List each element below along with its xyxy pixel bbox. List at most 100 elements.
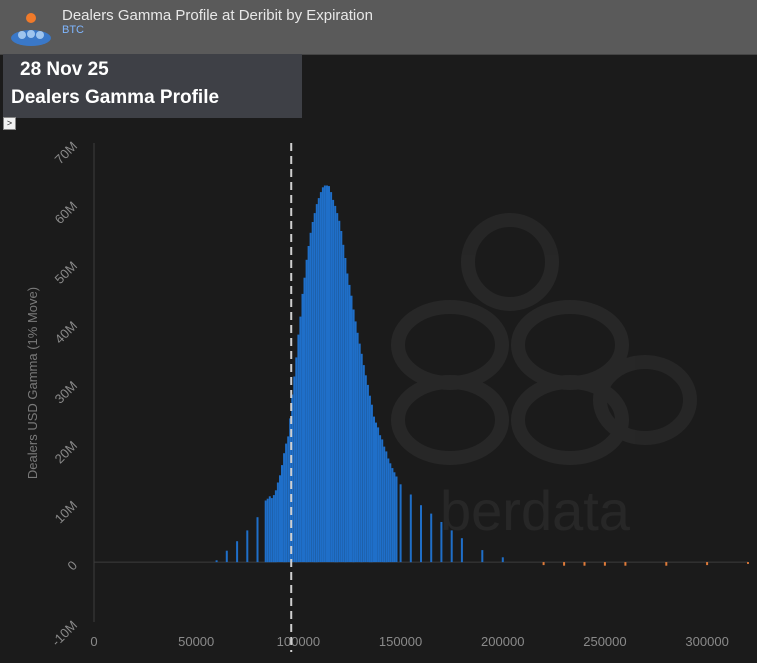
x-axis-ticks: 0 50000 100000 150000 200000 250000 300000 bbox=[90, 634, 728, 649]
gamma-bar bbox=[285, 443, 288, 563]
gamma-bar bbox=[268, 496, 271, 563]
x-tick-label: 300000 bbox=[685, 634, 728, 649]
gamma-bar bbox=[391, 468, 394, 563]
y-tick-label: 40M bbox=[52, 318, 80, 346]
profile-label: Dealers Gamma Profile bbox=[11, 87, 220, 108]
gamma-bar bbox=[420, 505, 422, 563]
gamma-bar bbox=[330, 192, 333, 563]
gamma-bar bbox=[358, 343, 361, 563]
gamma-bar bbox=[362, 365, 365, 563]
gamma-bar bbox=[321, 187, 324, 563]
gamma-bar bbox=[450, 530, 453, 563]
gamma-bar bbox=[430, 513, 433, 563]
gamma-bar bbox=[501, 557, 504, 563]
gamma-bar bbox=[266, 498, 269, 563]
gamma-bar bbox=[356, 332, 359, 563]
gamma-bar bbox=[379, 435, 382, 563]
gamma-bar bbox=[295, 357, 298, 563]
expiration-date: 28 Nov 25 bbox=[20, 59, 109, 80]
page-title: Dealers Gamma Profile at Deribit by Expi… bbox=[62, 7, 373, 24]
logo-icon bbox=[11, 13, 51, 46]
watermark-text: berdata bbox=[440, 479, 631, 542]
gamma-bar bbox=[409, 494, 412, 563]
gamma-bar bbox=[377, 427, 380, 563]
gamma-bar bbox=[381, 439, 384, 563]
expand-toggle-button[interactable]: > bbox=[3, 117, 16, 130]
gamma-bar bbox=[360, 353, 363, 563]
gamma-bar bbox=[583, 562, 586, 566]
x-tick-label: 100000 bbox=[277, 634, 320, 649]
gamma-bar bbox=[225, 550, 228, 563]
y-tick-label: 10M bbox=[52, 498, 80, 526]
gamma-bar bbox=[460, 538, 463, 563]
gamma-bar bbox=[383, 446, 386, 563]
gamma-bar bbox=[368, 395, 371, 563]
gamma-bar bbox=[313, 213, 316, 563]
gamma-bar bbox=[309, 232, 312, 563]
gamma-bar bbox=[287, 436, 290, 563]
y-tick-label: 50M bbox=[52, 258, 80, 286]
gamma-bar bbox=[706, 562, 709, 566]
gamma-bar bbox=[236, 541, 239, 563]
grid bbox=[93, 143, 748, 622]
y-tick-label: 30M bbox=[52, 378, 80, 406]
gamma-bar bbox=[332, 199, 335, 563]
gamma-bar bbox=[274, 490, 277, 563]
gamma-bar bbox=[440, 522, 443, 563]
y-tick-label: -10M bbox=[49, 618, 81, 650]
gamma-bar bbox=[317, 198, 320, 563]
gamma-bar bbox=[342, 244, 345, 563]
x-tick-label: 0 bbox=[90, 634, 97, 649]
gamma-bar bbox=[336, 213, 339, 563]
gamma-bar bbox=[256, 517, 259, 563]
gamma-bar bbox=[350, 295, 353, 563]
expiration-info-box: 28 Nov 25 Dealers Gamma Profile bbox=[3, 54, 302, 118]
gamma-bar bbox=[542, 562, 545, 566]
gamma-bar bbox=[344, 258, 347, 563]
watermark: berdata bbox=[391, 213, 697, 542]
gamma-bar bbox=[481, 550, 484, 563]
gamma-bar bbox=[387, 458, 390, 563]
x-tick-label: 250000 bbox=[583, 634, 626, 649]
gamma-bar bbox=[289, 418, 292, 563]
gamma-bar bbox=[315, 204, 318, 563]
gamma-bar bbox=[747, 562, 749, 564]
gamma-bar bbox=[346, 273, 349, 563]
gamma-bar bbox=[270, 498, 273, 563]
gamma-bar bbox=[395, 476, 398, 563]
gamma-bar bbox=[348, 284, 351, 563]
gamma-bar bbox=[293, 376, 296, 563]
gamma-bar bbox=[366, 384, 369, 563]
gamma-bar bbox=[624, 562, 627, 566]
x-tick-label: 150000 bbox=[379, 634, 422, 649]
gamma-bar bbox=[305, 259, 308, 563]
gamma-bar bbox=[665, 562, 668, 566]
asset-label: BTC bbox=[62, 24, 84, 36]
gamma-bar bbox=[281, 465, 283, 563]
gamma-bar bbox=[328, 186, 330, 563]
gamma-bar bbox=[303, 277, 306, 563]
header-bar: Dealers Gamma Profile at Deribit by Expi… bbox=[0, 0, 757, 55]
gamma-bar bbox=[375, 422, 377, 563]
gamma-bar bbox=[338, 220, 341, 563]
x-tick-label: 50000 bbox=[178, 634, 214, 649]
gamma-bar bbox=[323, 185, 326, 563]
gamma-bar bbox=[563, 562, 566, 566]
gamma-bar bbox=[319, 192, 322, 563]
y-tick-label: 60M bbox=[52, 198, 80, 226]
gamma-bar bbox=[246, 530, 249, 563]
gamma-bar bbox=[354, 321, 357, 563]
gamma-bar bbox=[352, 309, 355, 563]
gamma-bar bbox=[291, 394, 294, 563]
gamma-bar bbox=[326, 185, 328, 563]
y-axis-label: Dealers USD Gamma (1% Move) bbox=[25, 287, 40, 479]
gamma-bar bbox=[334, 205, 337, 563]
gamma-bar bbox=[393, 472, 396, 563]
gamma-bar bbox=[311, 222, 314, 563]
gamma-bar bbox=[299, 316, 302, 563]
gamma-bar bbox=[603, 562, 606, 566]
gamma-bar bbox=[340, 231, 343, 563]
gamma-bar bbox=[307, 246, 310, 563]
y-tick-label: 20M bbox=[52, 438, 80, 466]
gamma-bar bbox=[215, 560, 218, 563]
